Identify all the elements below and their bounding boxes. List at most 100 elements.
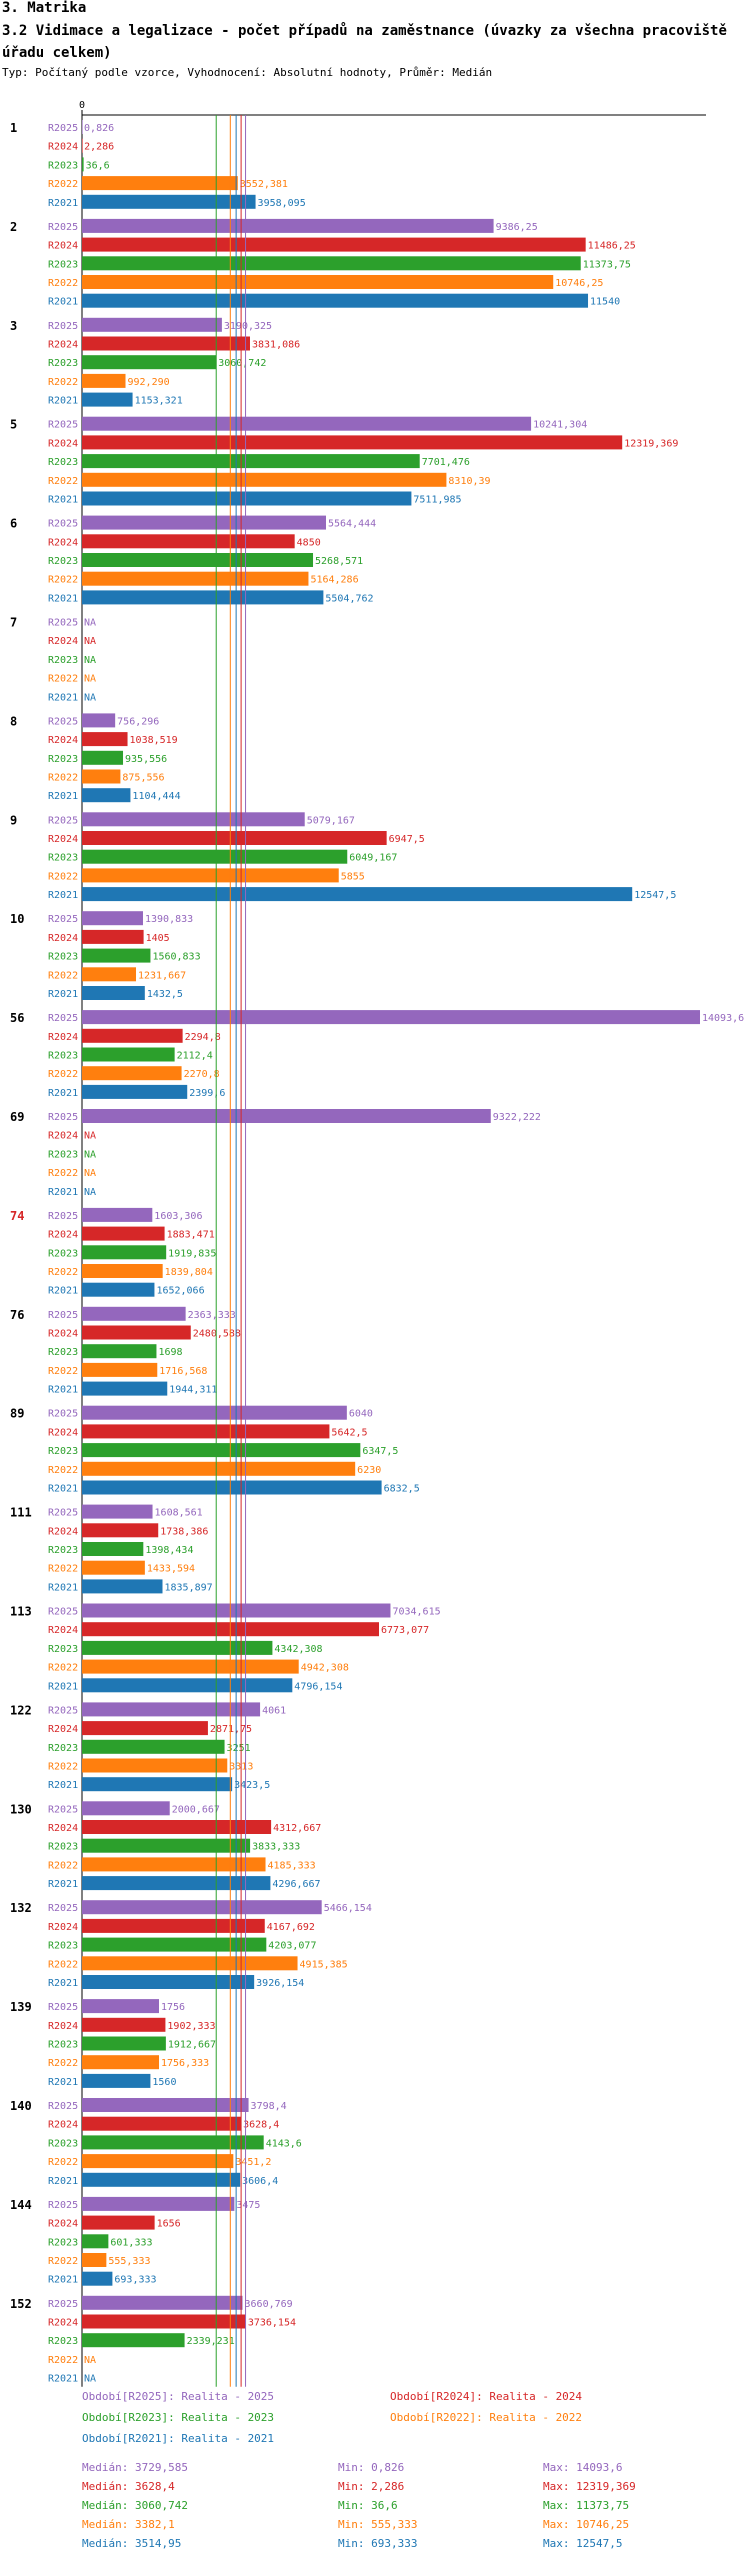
bar-139-R2022	[82, 2055, 160, 2070]
value-label: 11486,25	[588, 241, 636, 252]
series-label: R2023	[48, 160, 78, 171]
value-label: 3251	[227, 1743, 251, 1754]
value-label: 1405	[146, 933, 170, 944]
value-label: 0,826	[84, 123, 114, 134]
value-label: 5164,286	[310, 575, 358, 586]
series-label: R2023	[48, 1644, 78, 1655]
value-label: 6230	[357, 1465, 381, 1476]
series-label: R2023	[48, 1149, 78, 1160]
series-label: R2023	[48, 2040, 78, 2051]
series-label: R2025	[48, 716, 78, 727]
value-label: 1944,311	[169, 1385, 217, 1396]
series-label: R2021	[48, 692, 78, 703]
series-label: R2021	[48, 198, 78, 209]
series-label: R2022	[48, 1860, 78, 1871]
group-label-10: 10	[10, 912, 24, 926]
bar-2-R2021	[82, 293, 589, 308]
value-label: 1398,434	[145, 1545, 193, 1556]
group-label-56: 56	[10, 1011, 24, 1025]
value-label: NA	[84, 1168, 96, 1179]
value-label: 1883,471	[167, 1230, 215, 1241]
series-label: R2021	[48, 297, 78, 308]
value-label: 4942,308	[301, 1663, 349, 1674]
bar-144-R2021	[82, 2271, 113, 2286]
bar-130-R2024	[82, 1820, 272, 1834]
bar-9-R2022	[82, 868, 339, 883]
value-label: 36,6	[86, 160, 110, 171]
bar-132-R2023	[82, 1937, 267, 1952]
group-label-152: 152	[10, 2297, 32, 2311]
bar-144-R2024	[82, 2215, 155, 2230]
series-label: R2021	[48, 2275, 78, 2286]
bar-144-R2025	[82, 2196, 235, 2211]
stat-min-R2022: Min: 555,333	[338, 2518, 418, 2531]
series-label: R2022	[48, 179, 78, 190]
series-label: R2025	[48, 1310, 78, 1321]
group-label-132: 132	[10, 1901, 32, 1915]
series-label: R2024	[48, 933, 78, 944]
value-label: 3736,154	[248, 2318, 296, 2329]
series-label: R2024	[48, 735, 78, 746]
group-label-69: 69	[10, 1110, 24, 1124]
series-label: R2022	[48, 773, 78, 784]
series-label: R2022	[48, 278, 78, 289]
value-label: 3833,333	[252, 1842, 300, 1853]
series-label: R2023	[48, 1347, 78, 1358]
value-label: 11540	[590, 297, 620, 308]
bar-139-R2024	[82, 2017, 166, 2032]
value-label: 875,556	[122, 773, 164, 784]
section-heading: 3. Matrika	[2, 0, 87, 16]
legend-item-R2021: Období[R2021]: Realita - 2021	[82, 2432, 275, 2445]
bar-122-R2022	[82, 1758, 228, 1773]
series-label: R2024	[48, 1131, 78, 1142]
series-label: R2022	[48, 1564, 78, 1575]
value-label: 11373,75	[583, 259, 631, 270]
value-label: 14093,6	[702, 1013, 744, 1024]
series-label: R2023	[48, 259, 78, 270]
bar-132-R2021	[82, 1975, 255, 1989]
series-label: R2022	[48, 476, 78, 487]
bar-5-R2024	[82, 435, 623, 450]
group-label-89: 89	[10, 1407, 24, 1421]
value-label: 3475	[236, 2200, 260, 2211]
series-label: R2021	[48, 1879, 78, 1890]
series-label: R2021	[48, 1385, 78, 1396]
series-label: R2022	[48, 1267, 78, 1278]
series-label: R2023	[48, 556, 78, 567]
bar-144-R2022	[82, 2253, 107, 2267]
value-label: 2112,4	[177, 1051, 213, 1062]
value-label: 601,333	[110, 2237, 152, 2248]
bar-6-R2021	[82, 590, 324, 605]
stat-min-R2021: Min: 693,333	[338, 2537, 418, 2550]
series-label: R2024	[48, 1724, 78, 1735]
value-label: 1656	[157, 2219, 181, 2230]
series-label: R2023	[48, 2237, 78, 2248]
value-label: 693,333	[114, 2275, 156, 2286]
series-label: R2021	[48, 593, 78, 604]
value-label: 1738,386	[160, 1526, 208, 1537]
bar-122-R2021	[82, 1777, 233, 1792]
series-label: R2024	[48, 438, 78, 449]
series-label: R2025	[48, 2101, 78, 2112]
group-label-2: 2	[10, 220, 17, 234]
series-label: R2021	[48, 495, 78, 506]
series-label: R2024	[48, 1032, 78, 1043]
value-label: 7701,476	[422, 457, 470, 468]
value-label: 2399,6	[189, 1088, 225, 1099]
value-label: 3660,769	[245, 2299, 293, 2310]
value-label: 10241,304	[533, 420, 587, 431]
bar-140-R2022	[82, 2154, 234, 2169]
bar-89-R2025	[82, 1405, 347, 1420]
bar-132-R2025	[82, 1900, 322, 1915]
bar-74-R2021	[82, 1282, 155, 1297]
bar-89-R2024	[82, 1424, 330, 1439]
series-label: R2023	[48, 1842, 78, 1853]
legend-item-R2023: Období[R2023]: Realita - 2023	[82, 2411, 275, 2424]
series-label: R2021	[48, 791, 78, 802]
value-label: 12547,5	[634, 890, 676, 901]
value-label: 2294,8	[185, 1032, 221, 1043]
series-label: R2023	[48, 1941, 78, 1952]
series-label: R2025	[48, 1409, 78, 1420]
group-label-140: 140	[10, 2099, 32, 2113]
